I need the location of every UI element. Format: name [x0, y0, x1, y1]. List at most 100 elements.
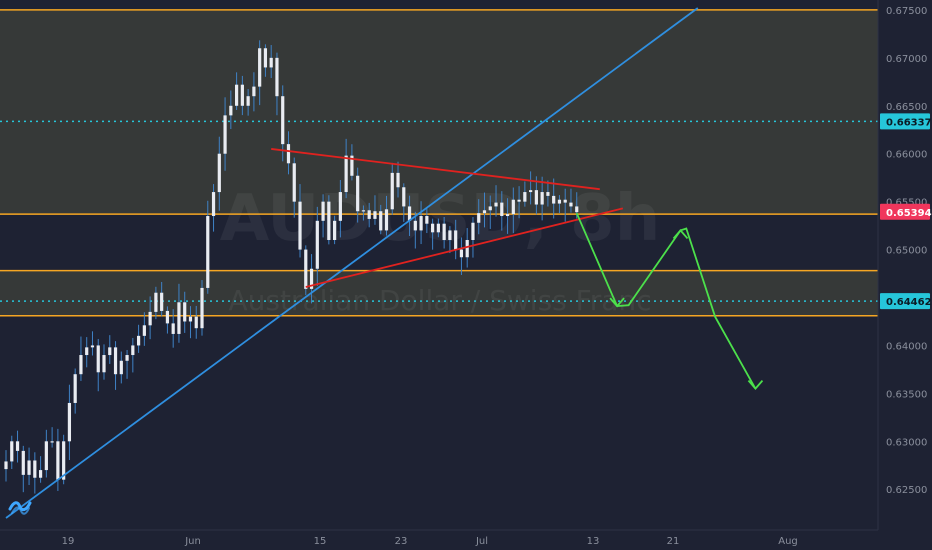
- candle-body: [494, 202, 498, 207]
- candle-body: [235, 84, 239, 106]
- candle-body: [194, 316, 198, 329]
- candle-body: [246, 96, 250, 106]
- y-tick-label: 0.67000: [886, 54, 927, 65]
- candle-body: [448, 230, 452, 240]
- y-tick-label: 0.65500: [886, 198, 927, 209]
- candle-body: [407, 206, 412, 221]
- candle-body: [119, 360, 123, 375]
- price-axis[interactable]: 0.67500 0.67000 0.66500 0.66000 0.65500 0.650…: [877, 0, 932, 550]
- candle-body: [563, 199, 567, 203]
- candle-body: [315, 220, 319, 269]
- candle-body: [286, 144, 291, 164]
- candle-body: [211, 192, 216, 217]
- candle-body: [67, 402, 72, 442]
- x-tick-label: Aug: [778, 536, 798, 547]
- candle-body: [85, 347, 89, 356]
- x-tick-label: 15: [314, 536, 327, 547]
- candle-body: [454, 230, 458, 250]
- candle-body: [200, 287, 204, 329]
- y-tick-label: 0.64000: [886, 341, 927, 352]
- candle-body: [471, 222, 475, 240]
- candle-body: [500, 202, 504, 217]
- candle-body: [33, 460, 37, 478]
- candle-body: [96, 345, 100, 373]
- price-tag-level[interactable]: 0.66337: [880, 113, 932, 130]
- candle-body: [396, 172, 400, 188]
- candle-body: [356, 175, 360, 212]
- candle-body: [304, 249, 308, 289]
- candle-body: [27, 460, 31, 475]
- candle-body: [102, 355, 106, 373]
- candle-body: [413, 220, 417, 231]
- candle-body: [529, 190, 533, 193]
- x-tick-label: Jul: [475, 536, 488, 547]
- candle-body: [73, 374, 77, 403]
- candle-body: [142, 325, 146, 336]
- y-tick-label: 0.66000: [886, 150, 927, 161]
- triangle-lower-line[interactable]: [305, 207, 624, 288]
- candle-body: [292, 163, 296, 202]
- candle-body: [482, 210, 487, 214]
- candle-body: [183, 302, 187, 322]
- ascending-trendline[interactable]: [5, 7, 699, 519]
- candle-body: [108, 347, 112, 356]
- price-tag-box: [880, 203, 930, 220]
- candle-body: [177, 302, 181, 334]
- candle-body: [367, 210, 371, 219]
- candle-body: [21, 450, 25, 475]
- time-axis[interactable]: 19 Jun 15 23 Jul 13 21 Aug: [0, 529, 878, 550]
- candle-body: [160, 292, 164, 311]
- candle-body: [79, 355, 83, 375]
- candle-body: [281, 96, 285, 145]
- time-axis-panel: [0, 530, 878, 550]
- candle-body: [148, 311, 152, 326]
- candle-body: [488, 206, 492, 211]
- candle-body: [540, 192, 544, 205]
- candle-body: [38, 470, 43, 478]
- candle-body: [309, 268, 314, 289]
- candle-body: [344, 155, 348, 193]
- candle-body: [361, 210, 366, 212]
- candle-body: [263, 48, 268, 68]
- candlestick-series: [4, 40, 579, 494]
- candle-body: [511, 199, 515, 215]
- candle-body: [546, 192, 550, 196]
- x-tick-label: 19: [62, 536, 75, 547]
- y-tick-label: 0.65000: [886, 246, 927, 257]
- candle-body: [240, 84, 244, 106]
- candle-body: [459, 249, 464, 258]
- price-tag-box: [880, 293, 930, 310]
- candle-body: [188, 316, 193, 322]
- candle-body: [62, 441, 66, 480]
- candle-body: [425, 216, 429, 224]
- y-tick-label: 0.67500: [886, 6, 927, 17]
- candle-body: [523, 192, 527, 202]
- x-tick-label: 21: [667, 536, 680, 547]
- symbol-watermark: AUDUSD, 8h Australian Dollar / Swiss Fra…: [220, 182, 661, 317]
- horizontal-levels[interactable]: [0, 9, 878, 317]
- candle-body: [4, 461, 8, 470]
- candle-body: [321, 201, 325, 221]
- candle-body: [569, 202, 573, 207]
- price-tag-label: 0.65394: [886, 208, 932, 219]
- candle-body: [333, 220, 337, 240]
- candle-body: [557, 199, 562, 204]
- price-tag-label: 0.66337: [886, 117, 932, 128]
- triangle-upper-line[interactable]: [271, 148, 600, 191]
- candle-body: [379, 211, 383, 231]
- candle-body: [419, 216, 423, 231]
- candle-body: [465, 239, 469, 258]
- candle-body: [50, 441, 54, 443]
- candle-body: [534, 190, 538, 205]
- price-tag-last[interactable]: 0.65394: [880, 203, 932, 220]
- candle-body: [402, 187, 406, 207]
- candle-body: [373, 211, 377, 219]
- price-tag-level[interactable]: 0.64462: [880, 293, 932, 310]
- tradingview-logo-icon[interactable]: [8, 501, 32, 515]
- x-tick-label: 23: [395, 536, 408, 547]
- x-tick-label: 13: [587, 536, 600, 547]
- trend-drawings[interactable]: [5, 7, 764, 519]
- price-tag-label: 0.64462: [886, 297, 932, 308]
- projection-arrowhead-down-1: [609, 297, 625, 308]
